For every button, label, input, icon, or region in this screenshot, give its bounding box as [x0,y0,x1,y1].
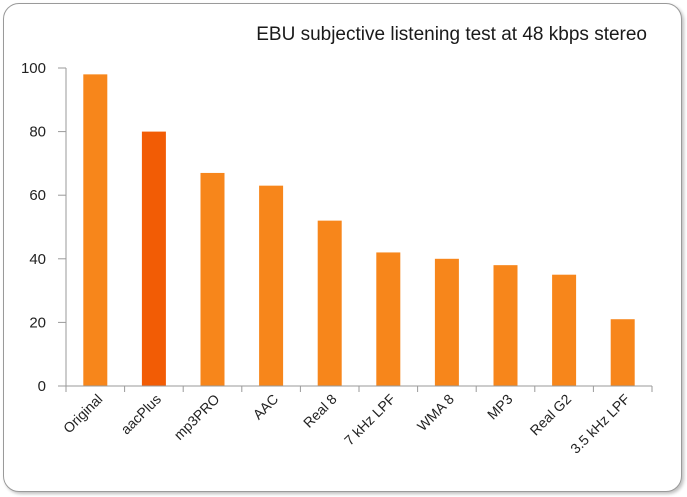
y-tick-label: 40 [29,251,46,268]
bar [317,220,342,386]
axes [65,68,653,392]
x-tick-label: 7 kHz LPF [341,391,399,449]
bar [376,252,401,386]
y-tick-label: 0 [38,378,46,395]
bar [200,172,225,386]
x-tick-label: Real G2 [527,391,575,439]
x-tick-label: Original [60,391,105,436]
x-tick-label: MP3 [484,391,516,423]
y-tick-label: 100 [21,60,46,77]
bar [83,74,108,387]
bar [434,258,459,386]
bar [552,274,577,386]
y-tick-label: 60 [29,187,46,204]
x-tick-label: WMA 8 [414,391,457,434]
x-tick-label: Real 8 [300,391,340,431]
bar [141,131,166,386]
chart-frame [3,3,682,492]
x-tick-label: 3.5 kHz LPF [567,391,633,457]
bars [83,74,635,387]
x-tick-label: mp3PRO [171,391,223,443]
bar [259,185,284,386]
x-tick-label: AAC [250,391,282,423]
y-axis-ticks: 0 20 40 60 80 100 [21,60,66,395]
x-tick-label: aacPlus [117,391,164,438]
chart-title: EBU subjective listening test at 48 kbps… [256,24,647,45]
bar [493,265,518,386]
y-tick-label: 20 [29,314,46,331]
bar [610,319,635,386]
y-tick-label: 80 [29,124,46,141]
